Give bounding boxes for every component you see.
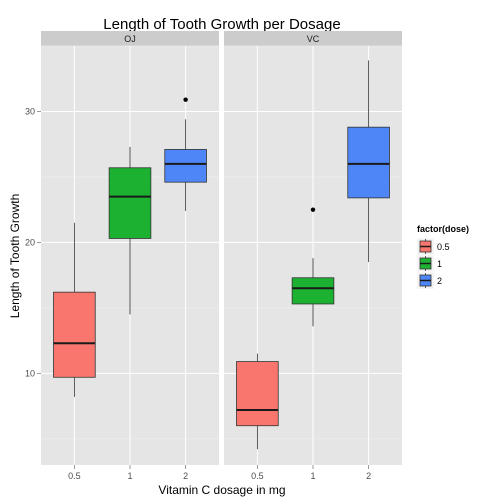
facet-label-vc: VC [307, 34, 320, 44]
box-oj-1 [108, 146, 152, 315]
box-body [236, 361, 279, 427]
legend: factor(dose) 0.5 1 2 [416, 224, 469, 290]
box-vc-0.5 [236, 353, 279, 450]
y-axis: 10 20 30 [25, 106, 41, 378]
box-body [53, 291, 96, 378]
y-tick-label: 10 [25, 368, 35, 378]
legend-label: 2 [437, 276, 442, 286]
box-body [347, 126, 390, 199]
legend-title: factor(dose) [417, 224, 469, 234]
chart-title: Length of Tooth Growth per Dosage [103, 16, 340, 33]
box-vc-1 [291, 207, 335, 327]
box-body [164, 149, 207, 183]
legend-keys: 0.5 1 2 [416, 237, 450, 290]
facet-panel-oj: OJ [41, 31, 219, 465]
box-body [108, 167, 152, 239]
facet-panel-vc: VC [224, 31, 402, 465]
x-tick-label: 2 [366, 471, 371, 481]
box-oj-2 [164, 97, 207, 211]
x-tick-label: 0.5 [68, 471, 81, 481]
outlier-point [183, 97, 188, 102]
x-tick-label: 0.5 [251, 471, 264, 481]
facet-strip-oj [41, 31, 219, 46]
x-axis-title: Vitamin C dosage in mg [158, 483, 285, 497]
x-axis: 0.5 1 2 0.5 1 2 [68, 465, 371, 481]
x-tick-label: 2 [183, 471, 188, 481]
y-tick-label: 30 [25, 106, 35, 116]
box-oj-0.5 [53, 222, 96, 397]
facet-label-oj: OJ [124, 34, 136, 44]
legend-key-2: 2 [416, 271, 442, 290]
boxes-vc [236, 60, 390, 450]
outlier-point [310, 207, 316, 212]
y-tick-label: 20 [25, 237, 35, 247]
box-vc-2 [347, 60, 390, 263]
x-tick-label: 1 [310, 471, 315, 481]
x-tick-label: 1 [127, 471, 132, 481]
boxes-oj [53, 97, 207, 397]
legend-key-1: 1 [416, 254, 442, 273]
legend-label: 0.5 [437, 242, 450, 252]
legend-label: 1 [437, 259, 442, 269]
legend-key-0.5: 0.5 [416, 237, 450, 256]
box-body [291, 277, 335, 305]
y-axis-title: Length of Tooth Growth [8, 194, 22, 319]
facet-strip-vc [224, 31, 402, 46]
